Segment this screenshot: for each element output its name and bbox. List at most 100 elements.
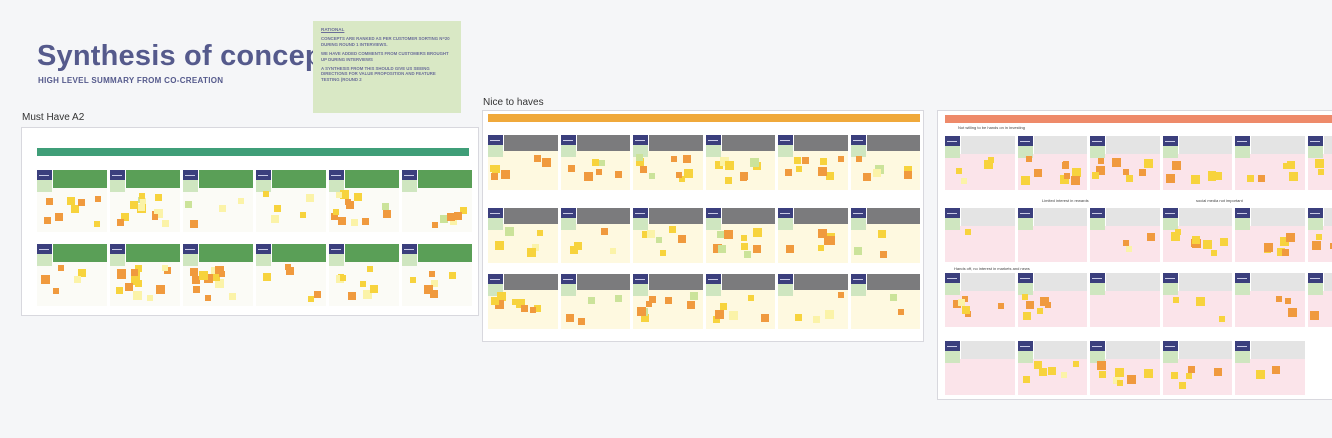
- sticky-note[interactable]: [534, 304, 542, 312]
- sticky-note[interactable]: [825, 171, 834, 180]
- sticky-note[interactable]: [785, 245, 794, 254]
- sticky-note[interactable]: [1219, 315, 1226, 322]
- sticky-note[interactable]: [428, 271, 435, 278]
- sticky-note[interactable]: [116, 270, 126, 280]
- concept-column[interactable]: [183, 244, 253, 306]
- sticky-note[interactable]: [218, 270, 225, 277]
- sticky-note[interactable]: [837, 292, 844, 299]
- sticky-note[interactable]: [682, 155, 691, 164]
- sticky-note[interactable]: [1025, 156, 1032, 163]
- concept-column[interactable]: [945, 273, 1015, 327]
- sticky-note[interactable]: [1316, 234, 1323, 241]
- sticky-note[interactable]: [115, 286, 123, 294]
- sticky-note[interactable]: [504, 227, 514, 237]
- sticky-note[interactable]: [55, 213, 64, 222]
- concept-column[interactable]: [850, 274, 920, 329]
- sticky-note[interactable]: [740, 242, 748, 250]
- sticky-note[interactable]: [1286, 233, 1296, 243]
- sticky-note[interactable]: [649, 295, 657, 303]
- sticky-note[interactable]: [189, 268, 198, 277]
- sticky-note[interactable]: [676, 171, 683, 178]
- sticky-note[interactable]: [430, 280, 438, 287]
- sticky-note[interactable]: [725, 160, 735, 170]
- sticky-note[interactable]: [1098, 157, 1105, 164]
- sticky-note[interactable]: [45, 197, 53, 205]
- sticky-note[interactable]: [1123, 169, 1130, 176]
- sticky-note[interactable]: [213, 273, 220, 281]
- concept-column[interactable]: [945, 208, 1015, 262]
- sticky-note[interactable]: [824, 310, 834, 320]
- sticky-note[interactable]: [753, 227, 763, 237]
- sticky-note[interactable]: [1281, 249, 1289, 257]
- sticky-note[interactable]: [689, 292, 698, 301]
- concept-column[interactable]: [1090, 136, 1160, 190]
- concept-column[interactable]: [488, 274, 558, 329]
- sticky-note[interactable]: [306, 194, 315, 203]
- sticky-note[interactable]: [1172, 161, 1182, 171]
- sticky-note[interactable]: [609, 247, 616, 254]
- sticky-note[interactable]: [198, 271, 208, 281]
- sticky-note[interactable]: [1263, 243, 1273, 253]
- sticky-note[interactable]: [903, 171, 912, 180]
- sticky-note[interactable]: [335, 192, 342, 199]
- sticky-note[interactable]: [162, 264, 169, 271]
- sticky-note[interactable]: [1047, 366, 1056, 375]
- sticky-note[interactable]: [299, 212, 306, 219]
- sticky-note[interactable]: [1256, 370, 1266, 380]
- sticky-note[interactable]: [161, 220, 169, 228]
- sticky-note[interactable]: [565, 314, 574, 323]
- sticky-note[interactable]: [1126, 375, 1136, 385]
- sticky-note[interactable]: [382, 210, 391, 219]
- sticky-note[interactable]: [1311, 241, 1321, 251]
- sticky-note[interactable]: [339, 274, 346, 281]
- sticky-note[interactable]: [1143, 369, 1153, 379]
- sticky-note[interactable]: [825, 236, 835, 246]
- sticky-note[interactable]: [903, 166, 912, 175]
- sticky-note[interactable]: [307, 295, 314, 302]
- sticky-note[interactable]: [592, 159, 600, 167]
- sticky-note[interactable]: [1287, 161, 1296, 170]
- sticky-note[interactable]: [350, 218, 358, 226]
- sticky-note[interactable]: [712, 243, 722, 253]
- third-board-banner[interactable]: [945, 115, 1332, 123]
- sticky-note[interactable]: [1033, 169, 1042, 178]
- sticky-note[interactable]: [1283, 162, 1290, 169]
- sticky-note[interactable]: [155, 194, 163, 202]
- sticky-note[interactable]: [686, 300, 695, 309]
- concept-column[interactable]: [1307, 208, 1332, 262]
- sticky-note[interactable]: [495, 299, 505, 309]
- sticky-note[interactable]: [156, 284, 166, 294]
- sticky-note[interactable]: [262, 190, 269, 197]
- sticky-note[interactable]: [1196, 296, 1206, 306]
- sticky-note[interactable]: [960, 177, 967, 184]
- sticky-note[interactable]: [263, 273, 272, 282]
- concept-column[interactable]: [1307, 136, 1332, 190]
- sticky-note[interactable]: [348, 292, 357, 301]
- sticky-note[interactable]: [1115, 367, 1125, 377]
- sticky-note[interactable]: [133, 291, 143, 301]
- sticky-note[interactable]: [1175, 229, 1182, 236]
- sticky-note[interactable]: [794, 314, 802, 322]
- sticky-note[interactable]: [1186, 373, 1193, 380]
- sticky-note[interactable]: [362, 218, 370, 226]
- sticky-note[interactable]: [1191, 236, 1200, 245]
- concept-column[interactable]: [633, 135, 703, 190]
- sticky-note[interactable]: [491, 297, 500, 306]
- sticky-note[interactable]: [449, 271, 457, 279]
- sticky-note[interactable]: [440, 214, 449, 223]
- sticky-note[interactable]: [723, 229, 733, 239]
- sticky-note[interactable]: [490, 173, 498, 181]
- concept-column[interactable]: [945, 341, 1015, 395]
- sticky-note[interactable]: [340, 190, 350, 200]
- sticky-note[interactable]: [153, 208, 163, 218]
- sticky-note[interactable]: [430, 289, 439, 298]
- sticky-note[interactable]: [614, 170, 622, 178]
- sticky-note[interactable]: [228, 292, 236, 300]
- concept-column[interactable]: [1090, 341, 1160, 395]
- sticky-note[interactable]: [138, 203, 146, 211]
- sticky-note[interactable]: [739, 174, 747, 182]
- sticky-note[interactable]: [337, 216, 346, 225]
- sticky-note[interactable]: [965, 229, 972, 236]
- sticky-note[interactable]: [94, 221, 101, 228]
- sticky-note[interactable]: [1072, 168, 1082, 178]
